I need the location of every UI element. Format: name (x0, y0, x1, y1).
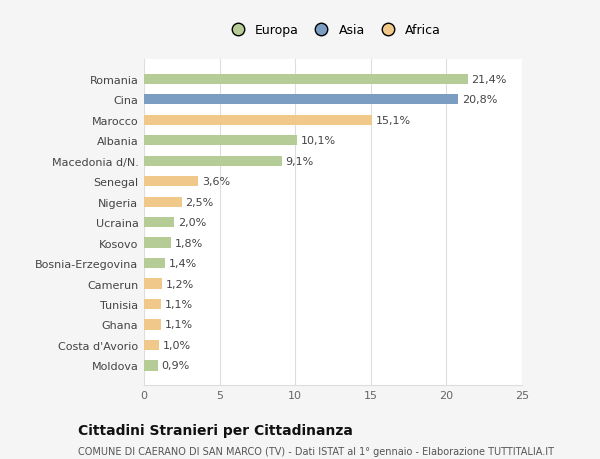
Text: 1,1%: 1,1% (164, 320, 193, 330)
Text: COMUNE DI CAERANO DI SAN MARCO (TV) - Dati ISTAT al 1° gennaio - Elaborazione TU: COMUNE DI CAERANO DI SAN MARCO (TV) - Da… (78, 447, 554, 456)
Bar (144, 95, 458, 105)
Bar (144, 136, 297, 146)
Text: 9,1%: 9,1% (286, 157, 314, 166)
Bar (144, 156, 281, 167)
Text: 20,8%: 20,8% (462, 95, 497, 105)
Text: 21,4%: 21,4% (472, 75, 507, 84)
Text: 1,0%: 1,0% (163, 340, 191, 350)
Bar (144, 319, 161, 330)
Text: 2,0%: 2,0% (178, 218, 206, 228)
Bar (144, 74, 467, 85)
Bar (144, 258, 165, 269)
Text: 2,5%: 2,5% (185, 197, 214, 207)
Bar (144, 238, 171, 248)
Bar (144, 299, 161, 309)
Bar (144, 279, 162, 289)
Legend: Europa, Asia, Africa: Europa, Asia, Africa (221, 20, 445, 41)
Text: Cittadini Stranieri per Cittadinanza: Cittadini Stranieri per Cittadinanza (78, 423, 353, 437)
Text: 1,4%: 1,4% (169, 258, 197, 269)
Text: 0,9%: 0,9% (161, 361, 190, 370)
Bar (144, 177, 199, 187)
Text: 1,2%: 1,2% (166, 279, 194, 289)
Text: 10,1%: 10,1% (301, 136, 335, 146)
Text: 1,8%: 1,8% (175, 238, 203, 248)
Bar (144, 197, 182, 207)
Text: 1,1%: 1,1% (164, 299, 193, 309)
Bar (144, 340, 159, 350)
Text: 15,1%: 15,1% (376, 116, 411, 125)
Text: 3,6%: 3,6% (202, 177, 230, 187)
Bar (144, 115, 373, 126)
Bar (144, 360, 158, 371)
Bar (144, 218, 174, 228)
